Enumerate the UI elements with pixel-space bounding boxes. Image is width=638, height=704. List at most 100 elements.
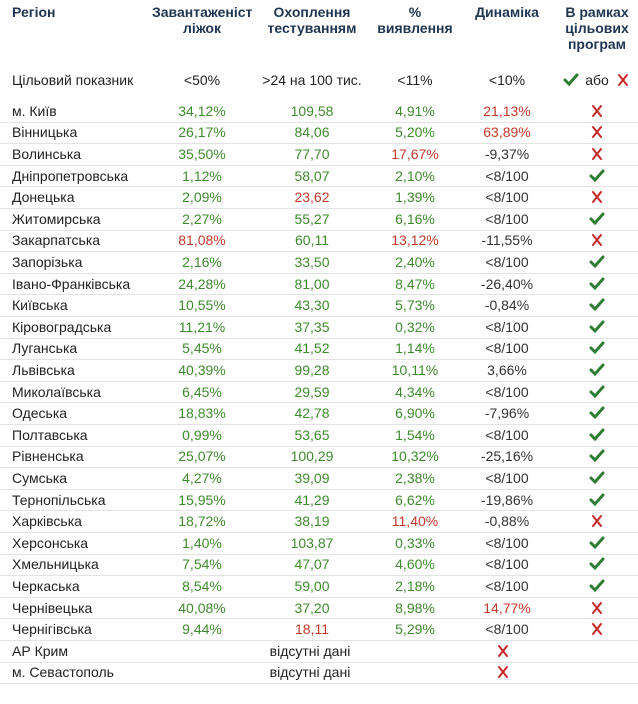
status bbox=[556, 255, 638, 269]
column-header: Охоплення тестуванням bbox=[267, 4, 357, 36]
data-row: Київська 10,55% 43,30 5,73% -0,84% bbox=[0, 294, 638, 317]
cell-value: <8/100 bbox=[485, 621, 529, 638]
status bbox=[556, 449, 638, 463]
status bbox=[556, 320, 638, 334]
cell-value: <8/100 bbox=[485, 318, 529, 335]
cell-value: 47,07 bbox=[294, 556, 330, 573]
cell-value: 15,95% bbox=[178, 491, 226, 508]
data-row: Одеська 18,83% 42,78 6,90% -7,96% bbox=[0, 402, 638, 425]
column-header: В рамках цільових програм bbox=[565, 4, 629, 52]
data-row: Львівська 40,39% 99,28 10,11% 3,66% bbox=[0, 359, 638, 382]
cell-value: 63,89% bbox=[483, 124, 531, 141]
status bbox=[556, 536, 638, 550]
cell-value: 6,62% bbox=[395, 491, 435, 508]
cell-value: 8,54% bbox=[182, 577, 222, 594]
check-icon bbox=[589, 557, 605, 571]
cross-icon bbox=[592, 234, 602, 247]
cell-value: <8/100 bbox=[485, 469, 529, 486]
cell-value: 38,19 bbox=[294, 513, 330, 530]
or-label: або bbox=[585, 72, 609, 88]
cell-value: 2,27% bbox=[182, 210, 222, 227]
cell-value: 5,29% bbox=[395, 621, 435, 638]
data-row: Кіровоградська 11,21% 37,35 0,32% <8/100 bbox=[0, 316, 638, 339]
cell-value: 60,11 bbox=[295, 232, 329, 249]
cross-icon bbox=[617, 74, 628, 86]
status bbox=[556, 341, 638, 355]
check-icon bbox=[589, 471, 605, 485]
status bbox=[556, 622, 638, 636]
cell-value: 37,35 bbox=[294, 318, 330, 335]
status bbox=[556, 471, 638, 485]
cell-value: 2,18% bbox=[395, 577, 435, 594]
cell-value: -9,37% bbox=[484, 145, 530, 162]
region-name: Кіровоградська bbox=[12, 318, 112, 335]
cell-value: 34,12% bbox=[178, 102, 226, 119]
data-row: Закарпатська 81,08% 60,11 13,12% -11,55% bbox=[0, 230, 638, 253]
region-name: Сумська bbox=[12, 469, 68, 486]
status bbox=[556, 493, 638, 507]
header-row: Регіон Завантаженість ліжок Охоплення тест… bbox=[0, 4, 638, 52]
cell-value: 6,16% bbox=[395, 210, 435, 227]
data-row: Чернігівська 9,44% 18,11 5,29% <8/100 bbox=[0, 618, 638, 641]
cell-value: 1,14% bbox=[395, 340, 435, 357]
data-row: Запорізька 2,16% 33,50 2,40% <8/100 bbox=[0, 251, 638, 274]
cell-value: 18,83% bbox=[178, 405, 226, 422]
data-row: Луганська 5,45% 41,52 1,14% <8/100 bbox=[0, 338, 638, 361]
status bbox=[556, 428, 638, 442]
target-legend: або bbox=[556, 72, 638, 88]
check-icon bbox=[589, 406, 605, 420]
cell-value: -25,16% bbox=[480, 448, 534, 465]
cell-value: 6,90% bbox=[395, 405, 435, 422]
region-name: Херсонська bbox=[12, 534, 89, 551]
cell-value: 29,59 bbox=[294, 383, 330, 400]
region-name: Чернігівська bbox=[12, 621, 92, 638]
cell-value: 53,65 bbox=[294, 426, 330, 443]
data-row: м. Київ 34,12% 109,58 4,91% 21,13% bbox=[0, 100, 638, 123]
data-row: Херсонська 1,40% 103,87 0,33% <8/100 bbox=[0, 532, 638, 555]
cell-value: 1,12% bbox=[182, 167, 222, 184]
cell-value: 59,00 bbox=[294, 577, 330, 594]
cell-value: 8,47% bbox=[395, 275, 435, 292]
status bbox=[556, 147, 638, 161]
cell-value: 41,52 bbox=[294, 340, 330, 357]
data-row: Дніпропетровська 1,12% 58,07 2,10% <8/100 bbox=[0, 165, 638, 188]
cell-value: 5,73% bbox=[395, 297, 435, 314]
cell-value: 4,91% bbox=[395, 102, 435, 119]
target-row: Цільовий показник <50% >24 на 100 тис. <11%… bbox=[0, 72, 638, 88]
status bbox=[556, 385, 638, 399]
cell-value: 10,32% bbox=[391, 448, 439, 465]
cell-value: 11,40% bbox=[391, 513, 439, 530]
cell-value: -7,96% bbox=[484, 405, 530, 422]
data-row: Хмельницька 7,54% 47,07 4,60% <8/100 bbox=[0, 554, 638, 577]
cross-icon bbox=[592, 623, 602, 636]
cell-value: -26,40% bbox=[480, 275, 534, 292]
cell-value: 8,98% bbox=[395, 599, 435, 616]
cell-value: 4,34% bbox=[395, 383, 435, 400]
region-name: Рівненська bbox=[12, 448, 84, 465]
cross-icon bbox=[592, 147, 602, 160]
cell-value: 0,32% bbox=[395, 318, 435, 335]
cross-icon bbox=[592, 601, 602, 614]
cell-value: 13,12% bbox=[391, 232, 439, 249]
check-icon bbox=[589, 298, 605, 312]
status bbox=[556, 514, 638, 528]
cell-value: 41,29 bbox=[294, 491, 330, 508]
status bbox=[556, 298, 638, 312]
check-icon bbox=[563, 73, 579, 87]
data-row: м. Севастополь відсутні дані bbox=[0, 662, 638, 685]
cell-value: 6,45% bbox=[182, 383, 222, 400]
cell-value: 42,78 bbox=[294, 405, 330, 422]
region-name: АР Крим bbox=[12, 642, 68, 659]
region-name: Донецька bbox=[12, 189, 75, 206]
cell-value: -0,84% bbox=[484, 297, 530, 314]
cross-icon bbox=[498, 644, 508, 657]
cell-value: 14,77% bbox=[483, 599, 531, 616]
cell-value: 26,17% bbox=[178, 124, 226, 141]
cross-icon bbox=[498, 666, 508, 679]
region-name: Вінницька bbox=[12, 124, 78, 141]
region-name: Луганська bbox=[12, 340, 78, 357]
region-name: Закарпатська bbox=[12, 232, 101, 249]
region-name: Чернівецька bbox=[12, 599, 93, 616]
data-row: Полтавська 0,99% 53,65 1,54% <8/100 bbox=[0, 424, 638, 447]
cell-value: 4,27% bbox=[182, 469, 222, 486]
